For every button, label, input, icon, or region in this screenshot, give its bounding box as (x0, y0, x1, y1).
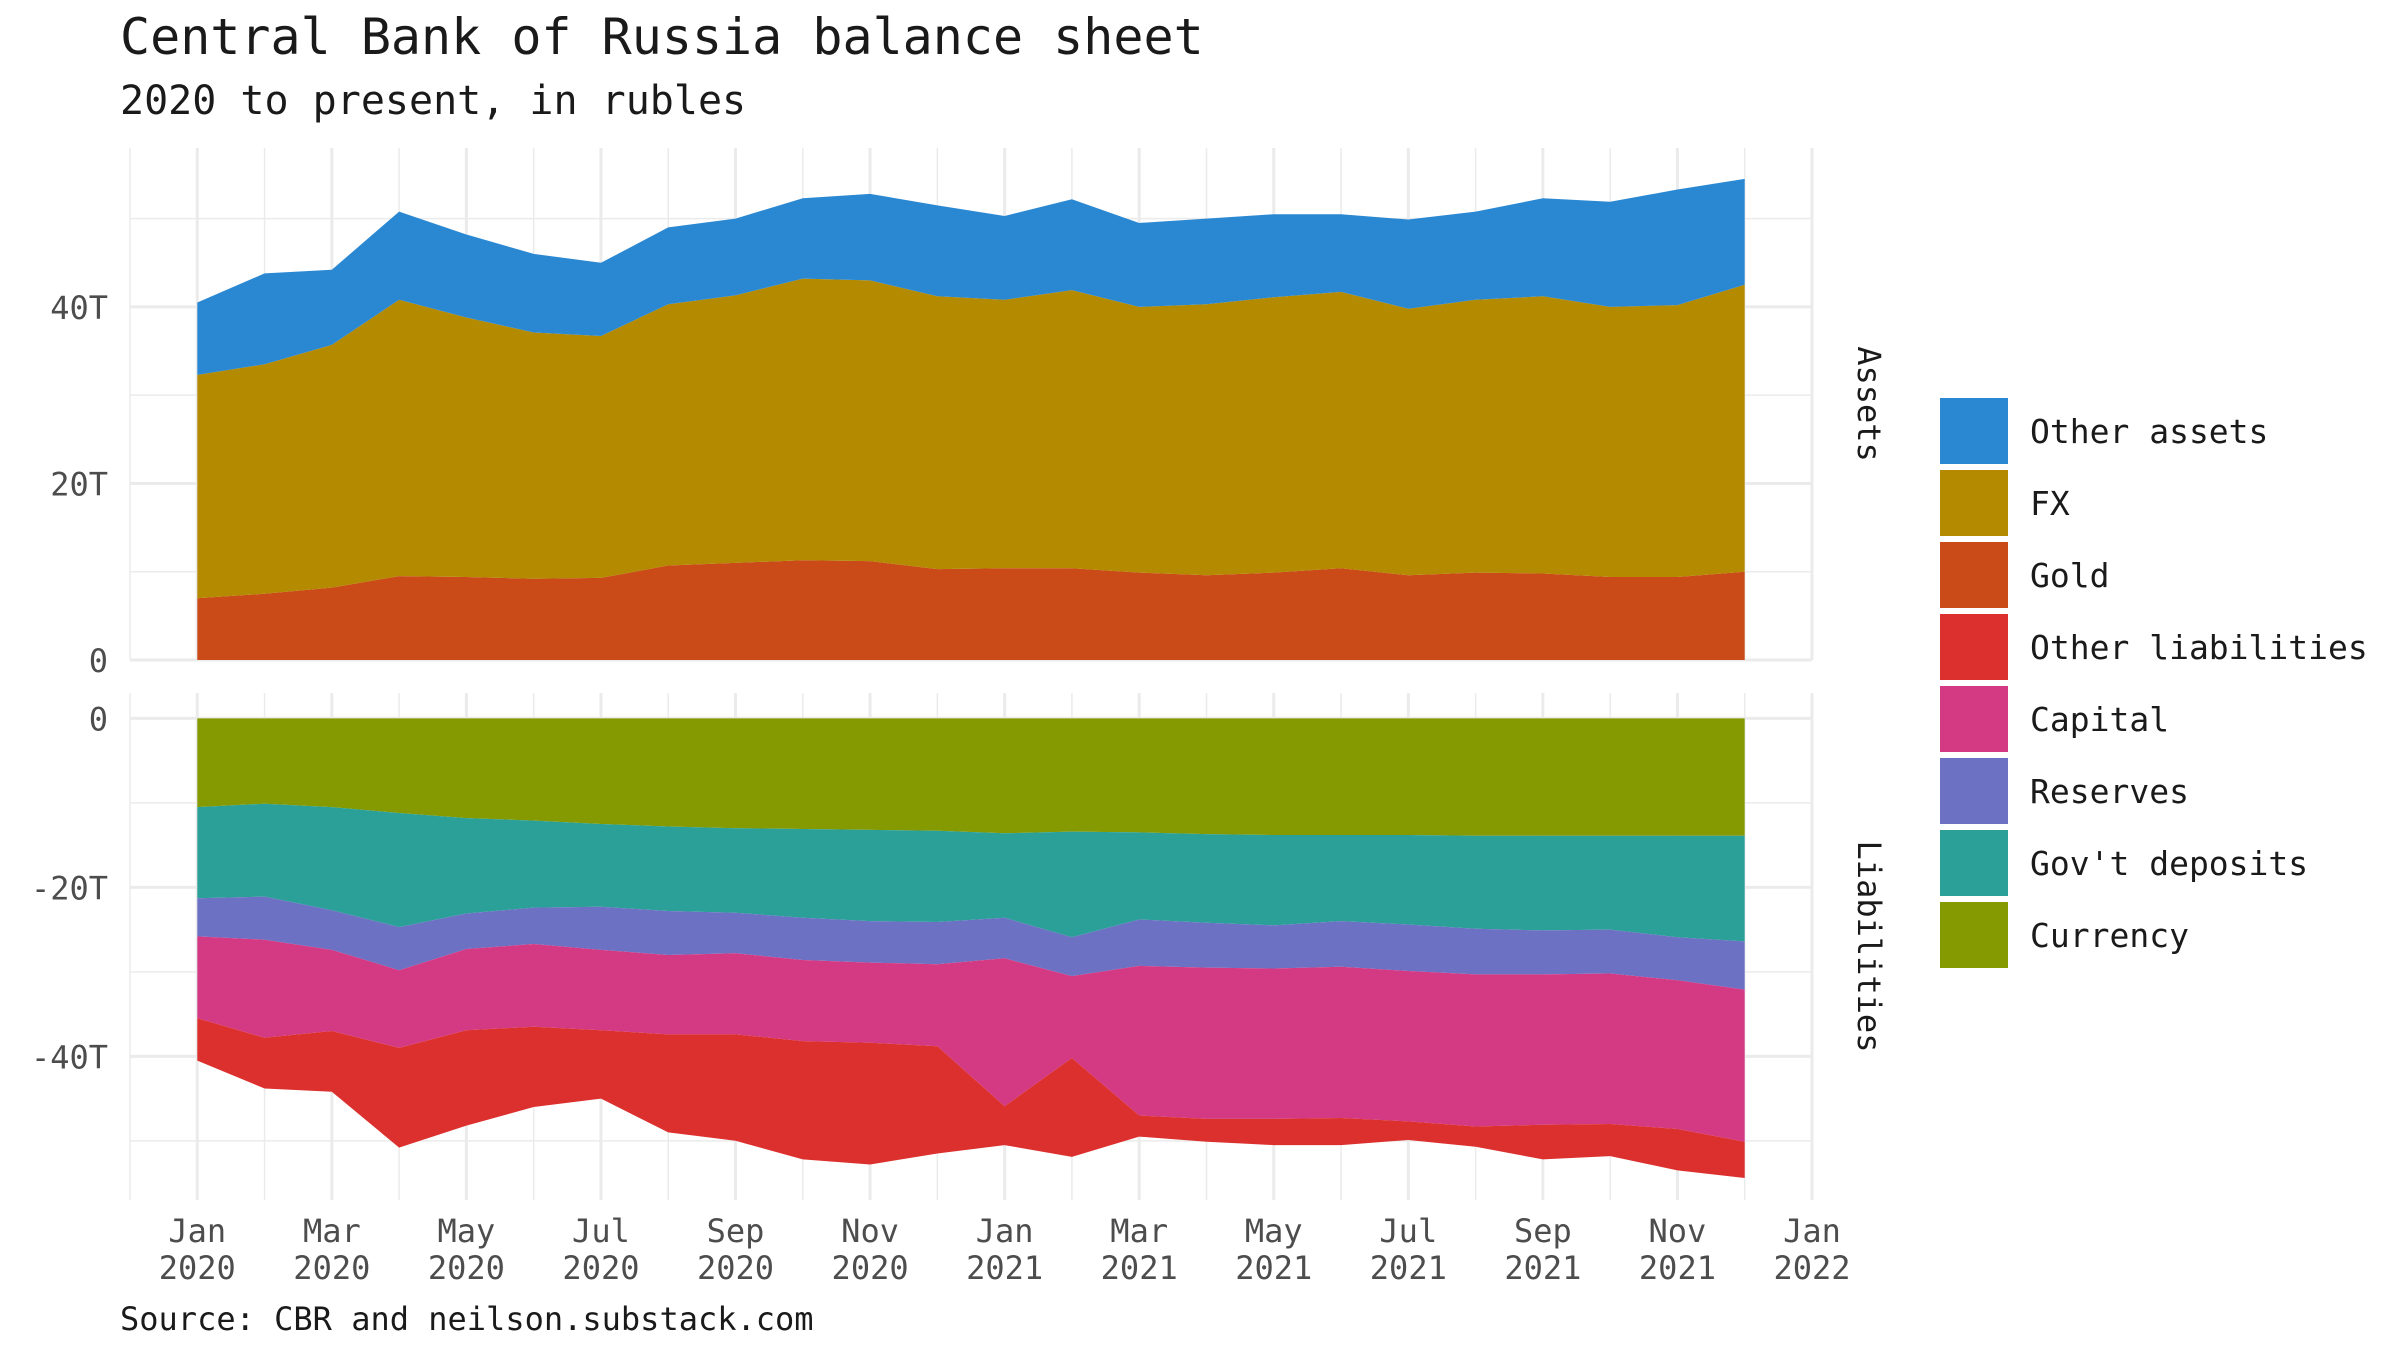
area-other-liabilities (197, 1018, 1745, 1178)
x-tick-label: 2021 (1504, 1249, 1581, 1287)
legend-label: FX (2030, 483, 2070, 523)
x-tick-label: 2021 (1235, 1249, 1312, 1287)
area-gov-t-deposits (197, 803, 1745, 942)
panel-liabilities: 0 -20T -40T Liabilities (31, 693, 1888, 1200)
legend-item: Reserves (1940, 755, 2368, 827)
y-tick-label: -40T (31, 1038, 108, 1076)
legend-swatch (1940, 830, 2008, 896)
area-reserves (197, 896, 1745, 990)
x-tick-label: 2020 (562, 1249, 639, 1287)
x-tick-label: 2020 (428, 1249, 505, 1287)
legend-swatch (1940, 758, 2008, 824)
x-tick-label: 2022 (1773, 1249, 1850, 1287)
x-tick-label: 2020 (293, 1249, 370, 1287)
panel-assets: 0 20T 40T Assets (50, 148, 1888, 680)
legend-swatch (1940, 686, 2008, 752)
legend-item: Gold (1940, 539, 2368, 611)
legend-swatch (1940, 542, 2008, 608)
x-tick-label: Jan (1783, 1212, 1841, 1250)
x-tick-label: 2021 (966, 1249, 1043, 1287)
x-tick-label: Sep (707, 1212, 765, 1250)
legend-swatch (1940, 398, 2008, 464)
y-tick-label: 20T (50, 465, 108, 503)
x-tick-label: 2020 (697, 1249, 774, 1287)
area-other-assets (197, 178, 1745, 375)
area-fx (197, 278, 1745, 599)
legend-label: Gov't deposits (2030, 843, 2309, 883)
x-tick-label: 2020 (832, 1249, 909, 1287)
x-tick-label: 2020 (159, 1249, 236, 1287)
x-tick-label: Nov (1649, 1212, 1707, 1250)
legend-label: Gold (2030, 555, 2110, 595)
y-tick-label: -20T (31, 869, 108, 907)
x-tick-label: Jan (976, 1212, 1034, 1250)
legend-label: Other liabilities (2030, 627, 2368, 667)
x-tick-label: Sep (1514, 1212, 1572, 1250)
x-tick-label: Mar (303, 1212, 361, 1250)
legend-label: Capital (2030, 699, 2170, 739)
x-tick-label: May (438, 1212, 496, 1250)
chart-caption: Source: CBR and neilson.substack.com (120, 1300, 814, 1338)
legend-swatch (1940, 902, 2008, 968)
x-tick-label: Jul (1379, 1212, 1437, 1250)
legend-label: Other assets (2030, 411, 2269, 451)
x-tick-label: May (1245, 1212, 1303, 1250)
legend-item: Currency (1940, 899, 2368, 971)
x-tick-label: Mar (1110, 1212, 1168, 1250)
x-tick-label: Jul (572, 1212, 630, 1250)
y-tick-label: 0 (89, 642, 108, 680)
legend-item: Gov't deposits (1940, 827, 2368, 899)
x-tick-label: 2021 (1101, 1249, 1178, 1287)
legend-item: Capital (1940, 683, 2368, 755)
legend-item: FX (1940, 467, 2368, 539)
chart-title: Central Bank of Russia balance sheet (120, 8, 1204, 66)
legend: Other assets FX Gold Other liabilities C… (1940, 395, 2368, 971)
x-tick-label: Jan (168, 1212, 226, 1250)
legend-swatch (1940, 470, 2008, 536)
area-currency (197, 718, 1745, 836)
x-tick-label: 2021 (1639, 1249, 1716, 1287)
facet-label-liabilities: Liabilities (1850, 841, 1888, 1053)
legend-swatch (1940, 614, 2008, 680)
area-capital (197, 936, 1745, 1142)
facet-label-assets: Assets (1850, 346, 1888, 462)
x-axis: Jan2020Mar2020May2020Jul2020Sep2020Nov20… (159, 1212, 1851, 1287)
legend-item: Other liabilities (1940, 611, 2368, 683)
legend-label: Reserves (2030, 771, 2189, 811)
y-tick-label: 40T (50, 289, 108, 327)
legend-item: Other assets (1940, 395, 2368, 467)
x-tick-label: 2021 (1370, 1249, 1447, 1287)
x-tick-label: Nov (841, 1212, 899, 1250)
y-tick-label: 0 (89, 700, 108, 738)
chart-subtitle: 2020 to present, in rubles (120, 78, 747, 124)
legend-label: Currency (2030, 915, 2189, 955)
area-gold (197, 560, 1745, 660)
